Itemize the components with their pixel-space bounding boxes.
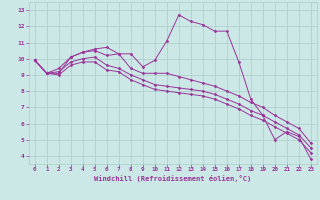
X-axis label: Windchill (Refroidissement éolien,°C): Windchill (Refroidissement éolien,°C) (94, 175, 252, 182)
